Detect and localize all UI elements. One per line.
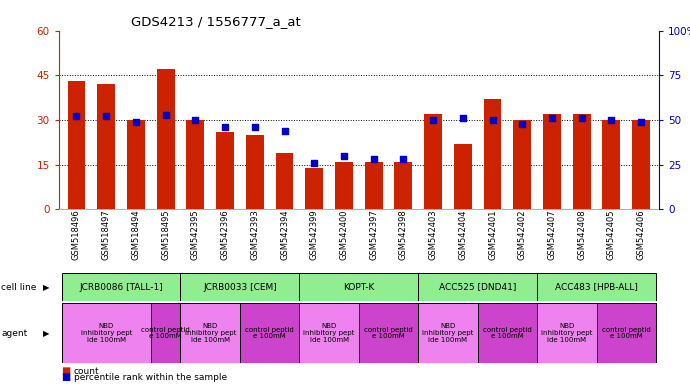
Bar bbox=[181, 273, 299, 301]
Bar bbox=[359, 303, 418, 363]
Bar bbox=[573, 114, 591, 209]
Text: percentile rank within the sample: percentile rank within the sample bbox=[74, 372, 227, 382]
Text: GSM518496: GSM518496 bbox=[72, 209, 81, 260]
Bar bbox=[68, 81, 86, 209]
Point bbox=[160, 112, 171, 118]
Text: JCRB0033 [CEM]: JCRB0033 [CEM] bbox=[203, 283, 277, 291]
Bar bbox=[537, 273, 656, 301]
Bar bbox=[186, 120, 204, 209]
Point bbox=[219, 124, 230, 130]
Bar bbox=[299, 303, 359, 363]
Point bbox=[130, 119, 141, 125]
Bar bbox=[151, 303, 181, 363]
Text: JCRB0086 [TALL-1]: JCRB0086 [TALL-1] bbox=[79, 283, 163, 291]
Text: GSM542408: GSM542408 bbox=[577, 209, 586, 260]
Bar bbox=[424, 114, 442, 209]
Text: GSM542397: GSM542397 bbox=[369, 209, 378, 260]
Text: GSM542407: GSM542407 bbox=[547, 209, 556, 260]
Point bbox=[576, 115, 587, 121]
Text: GSM542404: GSM542404 bbox=[458, 209, 467, 260]
Text: NBD
inhibitory pept
ide 100mM: NBD inhibitory pept ide 100mM bbox=[184, 323, 236, 343]
Text: KOPT-K: KOPT-K bbox=[343, 283, 375, 291]
Text: control peptid
e 100mM: control peptid e 100mM bbox=[364, 327, 413, 339]
Point bbox=[398, 156, 409, 162]
Text: cell line: cell line bbox=[1, 283, 37, 291]
Bar bbox=[602, 120, 620, 209]
Bar bbox=[395, 162, 413, 209]
Bar bbox=[632, 120, 650, 209]
Text: GSM518495: GSM518495 bbox=[161, 209, 170, 260]
Bar bbox=[97, 84, 115, 209]
Bar bbox=[477, 303, 537, 363]
Point bbox=[101, 113, 112, 119]
Bar bbox=[240, 303, 299, 363]
Bar bbox=[275, 153, 293, 209]
Text: GSM542400: GSM542400 bbox=[339, 209, 348, 260]
Point bbox=[457, 115, 469, 121]
Text: GSM518497: GSM518497 bbox=[101, 209, 110, 260]
Text: GSM542398: GSM542398 bbox=[399, 209, 408, 260]
Text: GSM542403: GSM542403 bbox=[428, 209, 437, 260]
Point bbox=[517, 121, 528, 127]
Bar bbox=[543, 114, 561, 209]
Bar bbox=[335, 162, 353, 209]
Point bbox=[279, 127, 290, 134]
Text: GSM518494: GSM518494 bbox=[131, 209, 141, 260]
Text: GSM542402: GSM542402 bbox=[518, 209, 526, 260]
Bar bbox=[418, 273, 537, 301]
Text: control peptid
e 100mM: control peptid e 100mM bbox=[245, 327, 294, 339]
Point bbox=[249, 124, 260, 130]
Text: control peptid
e 100mM: control peptid e 100mM bbox=[483, 327, 532, 339]
Text: NBD
inhibitory pept
ide 100mM: NBD inhibitory pept ide 100mM bbox=[422, 323, 473, 343]
Bar bbox=[181, 303, 240, 363]
Point bbox=[308, 160, 319, 166]
Text: agent: agent bbox=[1, 329, 28, 338]
Bar bbox=[365, 162, 382, 209]
Point bbox=[487, 117, 498, 123]
Text: NBD
inhibitory pept
ide 100mM: NBD inhibitory pept ide 100mM bbox=[81, 323, 132, 343]
Bar bbox=[246, 135, 264, 209]
Point bbox=[428, 117, 439, 123]
Point bbox=[606, 117, 617, 123]
Text: ACC525 [DND41]: ACC525 [DND41] bbox=[439, 283, 516, 291]
Text: ■: ■ bbox=[61, 366, 70, 376]
Bar bbox=[157, 70, 175, 209]
Text: control peptid
e 100mM: control peptid e 100mM bbox=[602, 327, 651, 339]
Text: GSM542394: GSM542394 bbox=[280, 209, 289, 260]
Text: NBD
inhibitory pept
ide 100mM: NBD inhibitory pept ide 100mM bbox=[304, 323, 355, 343]
Text: ▶: ▶ bbox=[43, 283, 49, 291]
Bar bbox=[513, 120, 531, 209]
Bar bbox=[216, 132, 234, 209]
Bar bbox=[61, 273, 181, 301]
Text: control peptid
e 100mM: control peptid e 100mM bbox=[141, 327, 190, 339]
Text: NBD
inhibitory pept
ide 100mM: NBD inhibitory pept ide 100mM bbox=[541, 323, 593, 343]
Text: ▶: ▶ bbox=[43, 329, 49, 338]
Point bbox=[338, 153, 349, 159]
Point bbox=[546, 115, 558, 121]
Text: GSM542406: GSM542406 bbox=[637, 209, 646, 260]
Text: count: count bbox=[74, 367, 99, 376]
Text: GSM542395: GSM542395 bbox=[191, 209, 200, 260]
Text: GSM542399: GSM542399 bbox=[310, 209, 319, 260]
Bar bbox=[454, 144, 472, 209]
Bar bbox=[597, 303, 656, 363]
Text: GDS4213 / 1556777_a_at: GDS4213 / 1556777_a_at bbox=[130, 15, 300, 28]
Text: GSM542393: GSM542393 bbox=[250, 209, 259, 260]
Bar bbox=[484, 99, 502, 209]
Text: GSM542405: GSM542405 bbox=[607, 209, 616, 260]
Bar bbox=[61, 303, 151, 363]
Text: GSM542396: GSM542396 bbox=[221, 209, 230, 260]
Point bbox=[190, 117, 201, 123]
Bar bbox=[305, 168, 323, 209]
Text: GSM542401: GSM542401 bbox=[488, 209, 497, 260]
Bar bbox=[299, 273, 418, 301]
Text: ACC483 [HPB-ALL]: ACC483 [HPB-ALL] bbox=[555, 283, 638, 291]
Bar bbox=[418, 303, 477, 363]
Point bbox=[635, 119, 647, 125]
Point bbox=[368, 156, 380, 162]
Text: ■: ■ bbox=[61, 372, 70, 382]
Point bbox=[71, 113, 82, 119]
Bar bbox=[127, 120, 145, 209]
Bar bbox=[537, 303, 597, 363]
